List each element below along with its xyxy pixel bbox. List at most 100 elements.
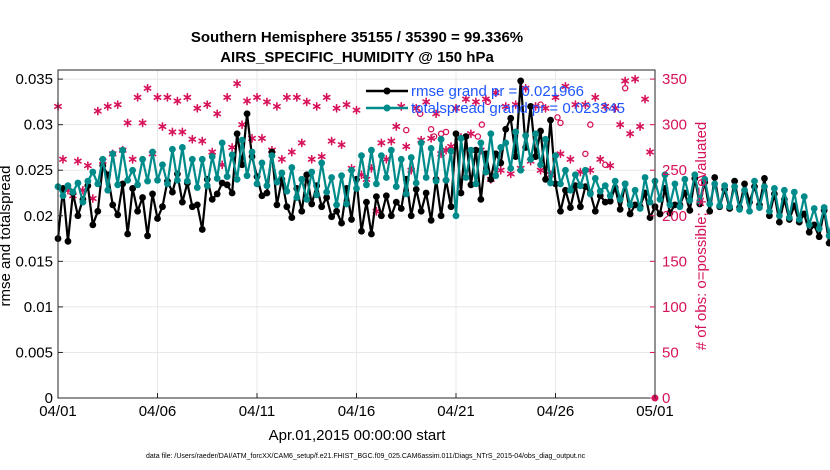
spread-point <box>99 155 107 163</box>
obs-star-stroke <box>113 102 122 108</box>
spread-point <box>810 205 818 212</box>
spread-point <box>751 177 758 185</box>
x-tick-label: 04/16 <box>338 403 376 420</box>
spread-point <box>422 174 430 181</box>
chart-subtitle: AIRS_SPECIFIC_HUMIDITY @ 150 hPa <box>220 49 494 66</box>
obs-evaluated-point <box>272 102 281 111</box>
rmse-point <box>74 212 82 220</box>
y-tick-label-left: 0.01 <box>24 299 53 316</box>
obs-evaluated-point <box>123 118 132 128</box>
spread-point <box>288 164 296 171</box>
obs-star-stroke <box>471 99 480 105</box>
obs-star-stroke <box>377 140 386 146</box>
rmse-point <box>547 116 554 124</box>
spread-point <box>452 212 460 220</box>
spread-point <box>641 174 649 181</box>
obs-evaluated-point <box>302 97 311 107</box>
obs-possible-point <box>587 121 594 128</box>
x-tick-label: 04/21 <box>437 403 475 420</box>
rmse-point <box>263 189 271 197</box>
obs-evaluated-point <box>402 142 411 151</box>
spread-point <box>358 152 365 160</box>
spread-point <box>338 172 345 180</box>
obs-star-stroke <box>462 96 470 102</box>
obs-star-stroke <box>646 149 654 155</box>
spread-point <box>805 221 813 229</box>
spread-point <box>134 181 142 189</box>
rmse-point <box>159 203 166 211</box>
obs-star-stroke <box>387 138 396 144</box>
legend-label-rmse: rmse grand pr = 0.021966 <box>411 83 584 100</box>
spread-point <box>183 177 191 185</box>
obs-star-stroke <box>541 105 550 111</box>
spread-point <box>775 212 783 220</box>
rmse-point <box>298 207 306 215</box>
spread-point <box>154 176 161 184</box>
spread-point <box>766 207 773 215</box>
spread-point <box>223 173 231 181</box>
spread-point <box>228 151 236 159</box>
spread-point <box>686 196 694 204</box>
obs-star-stroke <box>317 153 326 160</box>
spread-point <box>114 181 122 189</box>
spread-point <box>741 186 748 194</box>
spread-point <box>492 172 500 180</box>
obs-star-stroke <box>616 122 625 128</box>
obs-evaluated-point <box>511 100 520 110</box>
obs-star-stroke <box>138 120 147 126</box>
rmse-point <box>338 219 345 227</box>
rmse-point <box>387 212 395 220</box>
spread-point <box>621 180 629 188</box>
obs-star-stroke <box>253 94 261 100</box>
spread-point <box>756 204 763 211</box>
spread-point <box>626 201 634 209</box>
obs-star-stroke <box>591 94 600 100</box>
obs-star-stroke <box>452 105 460 111</box>
obs-evaluated-point <box>322 92 331 102</box>
y-tick-label-right: 150 <box>662 253 687 270</box>
rmse-point <box>64 237 72 245</box>
spread-point <box>94 180 102 188</box>
spread-point <box>89 168 97 176</box>
obs-star-stroke <box>342 102 351 108</box>
rmse-point <box>656 210 664 218</box>
legend-marker-rmse <box>383 87 391 95</box>
spread-point <box>129 166 137 174</box>
spread-point <box>631 186 639 194</box>
spread-point <box>601 182 609 190</box>
spread-point <box>159 161 166 169</box>
obs-star-stroke <box>133 94 142 100</box>
rmse-point <box>576 203 584 211</box>
obs-possible-point <box>557 119 564 127</box>
spread-point <box>532 130 539 138</box>
rmse-point <box>139 194 146 201</box>
obs-star-stroke <box>412 105 421 111</box>
spread-point <box>517 166 525 174</box>
obs-star-stroke <box>556 151 565 157</box>
spread-point <box>696 197 704 205</box>
obs-evaluated-point <box>93 106 102 116</box>
rmse-point <box>377 212 385 220</box>
rmse-point <box>591 207 599 215</box>
spread-point <box>258 159 266 167</box>
spread-point <box>139 155 146 163</box>
obs-evaluated-point <box>452 103 460 113</box>
obs-evaluated-point <box>193 103 202 113</box>
rmse-point <box>144 232 151 240</box>
rmse-point <box>517 77 525 85</box>
spread-point <box>263 182 271 190</box>
rmse-point <box>417 207 425 215</box>
spread-point <box>447 147 455 155</box>
spread-point <box>815 225 823 232</box>
obs-evaluated-point <box>83 161 92 171</box>
obs-star-stroke <box>178 129 187 135</box>
rmse-point <box>89 221 97 229</box>
spread-point <box>298 175 306 183</box>
rmse-point <box>233 130 241 138</box>
spread-point <box>293 194 301 201</box>
obs-possible-point <box>602 161 609 169</box>
rmse-point <box>815 233 823 241</box>
spread-point <box>79 198 87 206</box>
spread-point <box>119 146 127 154</box>
x-axis-label: Apr.01,2015 00:00:00 start <box>269 427 447 444</box>
